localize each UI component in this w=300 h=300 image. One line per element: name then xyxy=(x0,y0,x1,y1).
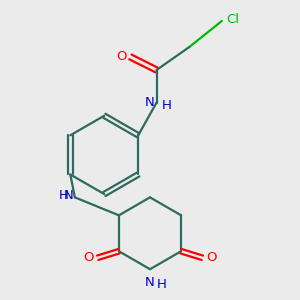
Text: H: H xyxy=(161,99,171,112)
Text: H: H xyxy=(59,189,69,202)
Text: N: N xyxy=(64,189,74,202)
Text: Cl: Cl xyxy=(226,13,239,26)
Text: O: O xyxy=(206,251,217,264)
Text: H: H xyxy=(157,278,167,291)
Text: N: N xyxy=(145,276,155,289)
Text: N: N xyxy=(145,96,155,109)
Text: O: O xyxy=(116,50,127,63)
Text: O: O xyxy=(83,251,94,264)
